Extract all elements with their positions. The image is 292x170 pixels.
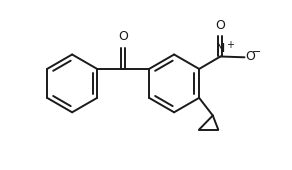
Text: +: + — [226, 40, 234, 50]
Text: O: O — [215, 19, 225, 32]
Text: O: O — [245, 50, 255, 63]
Text: −: − — [252, 47, 262, 57]
Text: N: N — [216, 42, 225, 55]
Text: O: O — [118, 30, 128, 43]
